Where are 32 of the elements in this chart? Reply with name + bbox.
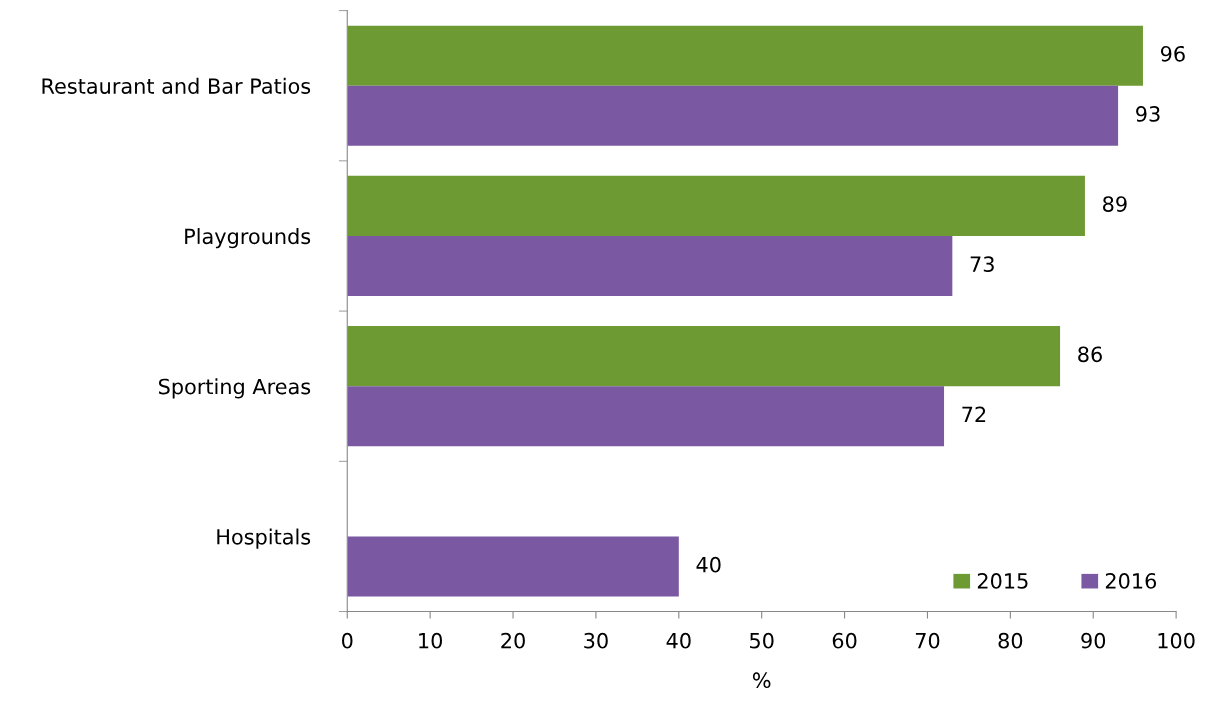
x-tick-label: 0 <box>342 632 353 649</box>
y-tick-label: Restaurant and Bar Patios <box>42 77 311 94</box>
x-tick-label: 30 <box>584 632 608 649</box>
bar <box>347 326 1061 387</box>
bar <box>347 536 679 597</box>
data-label: 89 <box>1103 196 1127 212</box>
data-label: 93 <box>1136 106 1160 122</box>
x-tick-label: 50 <box>750 632 774 649</box>
data-label: 96 <box>1160 45 1185 62</box>
bar <box>347 175 1085 236</box>
data-label: 86 <box>1078 346 1102 363</box>
legend-label: 2015 <box>977 573 1028 589</box>
x-tick-label: 100 <box>1158 632 1195 649</box>
x-tick-label: 80 <box>998 632 1023 649</box>
x-tick-label: 60 <box>832 632 857 649</box>
x-axis-title: % <box>752 672 771 689</box>
y-tick-label: Hospitals <box>217 528 311 549</box>
x-tick-label: 40 <box>666 632 691 649</box>
y-tick-label: Sporting Areas <box>158 378 311 399</box>
x-tick-label: 20 <box>501 632 525 649</box>
bar <box>347 25 1143 86</box>
x-tick-label: 70 <box>915 632 940 649</box>
x-tick-label: 90 <box>1081 632 1106 649</box>
bar <box>347 386 945 447</box>
x-tick-label: 10 <box>419 632 443 649</box>
y-tick-label: Playgrounds <box>185 228 311 249</box>
bar <box>347 85 1119 146</box>
data-label: 73 <box>970 256 994 273</box>
bar <box>347 235 953 297</box>
legend-label: 2016 <box>1105 573 1157 589</box>
data-label: 72 <box>962 406 986 422</box>
data-label: 40 <box>696 556 721 573</box>
